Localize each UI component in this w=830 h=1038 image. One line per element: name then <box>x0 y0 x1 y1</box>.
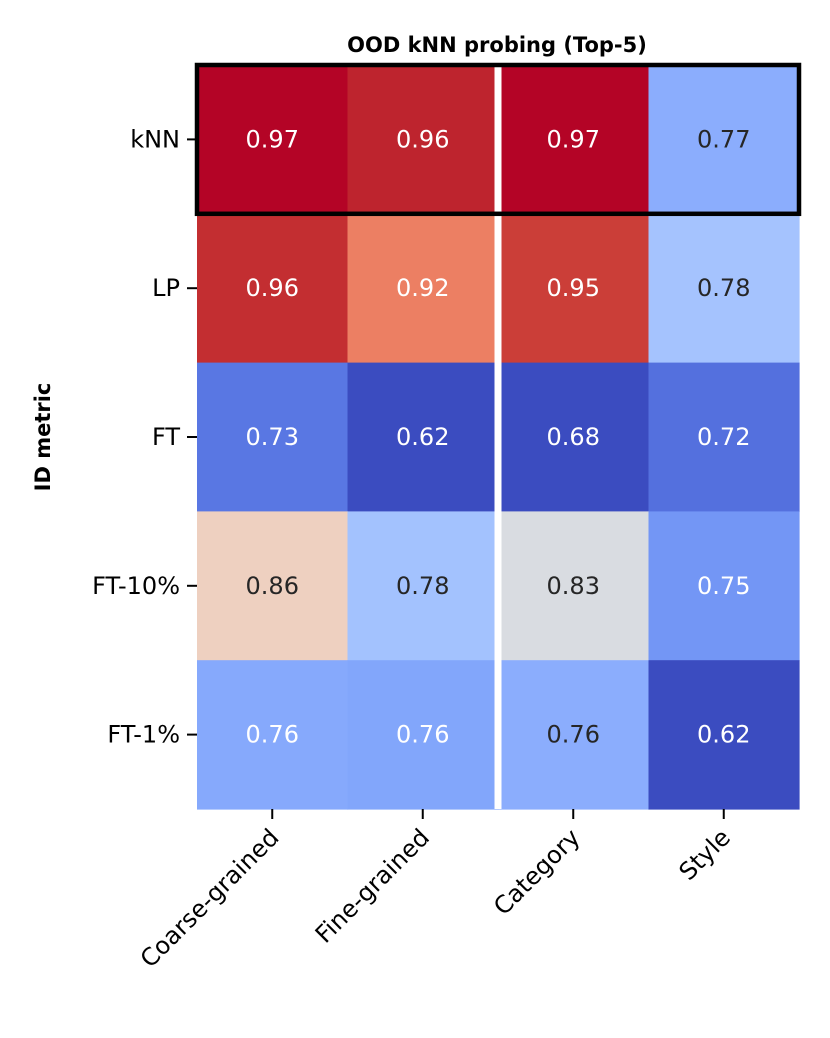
cell-value-ft-1-coarse-grained: 0.76 <box>246 721 299 749</box>
cell-value-knn-fine-grained: 0.96 <box>396 125 449 153</box>
cell-value-lp-style: 0.78 <box>697 274 750 302</box>
heatmap-cell-ft-coarse-grained <box>197 362 349 512</box>
chart-title: OOD kNN probing (Top-5) <box>347 33 647 57</box>
heatmap-cell-ft-1-category <box>498 660 650 810</box>
heatmap-cell-lp-fine-grained <box>347 213 499 364</box>
cell-value-ft-10-fine-grained: 0.78 <box>396 572 449 600</box>
cell-value-lp-coarse-grained: 0.96 <box>246 274 299 302</box>
cell-value-knn-style: 0.77 <box>697 125 750 153</box>
cell-value-ft-10-coarse-grained: 0.86 <box>246 572 299 600</box>
y-axis-ticks: kNN LP FT FT-10% FT-1% <box>92 125 197 749</box>
heatmap-cell-ft-fine-grained <box>347 362 499 512</box>
cell-value-ft-coarse-grained: 0.73 <box>246 423 299 451</box>
cell-value-ft-1-style: 0.62 <box>697 721 750 749</box>
cell-value-knn-coarse-grained: 0.97 <box>246 125 299 153</box>
y-tick-label-ft: FT <box>152 423 180 451</box>
heatmap-cell-ft-10-coarse-grained <box>197 511 349 661</box>
cell-value-ft-10-category: 0.83 <box>547 572 600 600</box>
cell-value-ft-1-fine-grained: 0.76 <box>396 721 449 749</box>
heatmap-cell-lp-style <box>648 213 800 364</box>
x-tick-label-style: Style <box>674 823 736 885</box>
heatmap-cell-ft-1-coarse-grained <box>197 660 349 810</box>
y-tick-label-knn: kNN <box>130 125 180 153</box>
heatmap-cell-ft-10-fine-grained <box>347 511 499 661</box>
cell-value-knn-category: 0.97 <box>547 125 600 153</box>
y-tick-label-ft-1: FT-1% <box>107 721 180 749</box>
heatmap-cell-ft-1-style <box>648 660 800 810</box>
x-tick-label-coarse-grained: Coarse-grained <box>135 823 285 973</box>
cell-value-ft-category: 0.68 <box>547 423 600 451</box>
y-axis-label: ID metric <box>31 383 55 492</box>
heatmap-cell-ft-10-style <box>648 511 800 661</box>
heatmap-cell-ft-1-fine-grained <box>347 660 499 810</box>
heatmap-cell-ft-10-category <box>498 511 650 661</box>
cell-value-ft-10-style: 0.75 <box>697 572 750 600</box>
x-tick-label-category: Category <box>488 823 585 920</box>
y-tick-label-lp: LP <box>152 274 180 302</box>
heatmap-cell-knn-fine-grained <box>347 65 499 215</box>
heatmap-cell-ft-style <box>648 362 800 512</box>
cell-value-ft-style: 0.72 <box>697 423 750 451</box>
heatmap-cell-knn-style <box>648 65 800 215</box>
cell-value-ft-fine-grained: 0.62 <box>396 423 449 451</box>
heatmap-cell-ft-category <box>498 362 650 512</box>
cell-value-ft-1-category: 0.76 <box>547 721 600 749</box>
y-tick-label-ft-10: FT-10% <box>92 572 180 600</box>
heatmap-cell-lp-coarse-grained <box>197 213 349 364</box>
cell-value-labels: 0.97 0.96 0.97 0.77 0.96 0.92 0.95 0.78 0.73 0.62… <box>246 125 751 748</box>
x-tick-label-fine-grained: Fine-grained <box>310 823 435 948</box>
heatmap-cell-knn-category <box>498 65 650 215</box>
x-axis-ticks: Coarse-grained Fine-grained Category Style <box>135 809 736 973</box>
cell-value-lp-fine-grained: 0.92 <box>396 274 449 302</box>
heatmap-cells <box>197 65 800 810</box>
cell-value-lp-category: 0.95 <box>547 274 600 302</box>
heatmap-cell-knn-coarse-grained <box>197 65 349 215</box>
heatmap-cell-lp-category <box>498 213 650 364</box>
